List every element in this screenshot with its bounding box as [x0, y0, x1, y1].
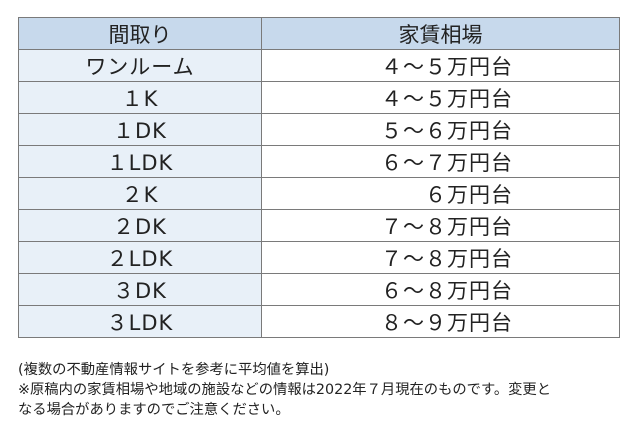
- layout-cell: ３DK: [18, 273, 262, 306]
- rent-cell: ８～９万円台: [261, 305, 620, 338]
- table-row: １K ４～５万円台: [18, 81, 620, 114]
- table-row: １DK ５～６万円台: [18, 113, 620, 146]
- table-row: ３LDK ８～９万円台: [18, 305, 620, 338]
- disclaimer-note-continued: なる場合がありますのでご注意ください。: [18, 402, 290, 418]
- rent-cell: ５～６万円台: [261, 113, 620, 146]
- table-row: １LDK ６～７万円台: [18, 145, 620, 178]
- rent-cell: ６～８万円台: [261, 273, 620, 306]
- layout-cell: ２DK: [18, 209, 262, 242]
- header-layout: 間取り: [18, 17, 262, 50]
- table-row: ワンルーム ４～５万円台: [18, 49, 620, 82]
- source-note: (複数の不動産情報サイトを参考に平均値を算出): [18, 362, 330, 378]
- rent-cell: ７～８万円台: [261, 241, 620, 274]
- layout-cell: １K: [18, 81, 262, 114]
- layout-cell: ３LDK: [18, 305, 262, 338]
- rent-table: 間取り 家賃相場 ワンルーム ４～５万円台 １K ４～５万円台 １DK ５～６万…: [18, 17, 620, 338]
- notes: (複数の不動産情報サイトを参考に平均値を算出) ※原稿内の家賃相場や地域の施設な…: [18, 360, 624, 420]
- header-rent: 家賃相場: [261, 17, 620, 50]
- rent-cell: ７～８万円台: [261, 209, 620, 242]
- table-row: ２LDK ７～８万円台: [18, 241, 620, 274]
- table-row: ３DK ６～８万円台: [18, 273, 620, 306]
- layout-cell: ２LDK: [18, 241, 262, 274]
- rent-cell: ６～７万円台: [261, 145, 620, 178]
- rent-cell: ４～５万円台: [261, 81, 620, 114]
- disclaimer-note: ※原稿内の家賃相場や地域の施設などの情報は2022年７月現在のものです。変更と: [18, 382, 552, 398]
- table-header-row: 間取り 家賃相場: [18, 17, 620, 50]
- table-row: ２DK ７～８万円台: [18, 209, 620, 242]
- layout-cell: １DK: [18, 113, 262, 146]
- rent-cell: ６万円台: [261, 177, 620, 210]
- layout-cell: ２K: [18, 177, 262, 210]
- layout-cell: ワンルーム: [18, 49, 262, 82]
- layout-cell: １LDK: [18, 145, 262, 178]
- rent-cell: ４～５万円台: [261, 49, 620, 82]
- table-row: ２K ６万円台: [18, 177, 620, 210]
